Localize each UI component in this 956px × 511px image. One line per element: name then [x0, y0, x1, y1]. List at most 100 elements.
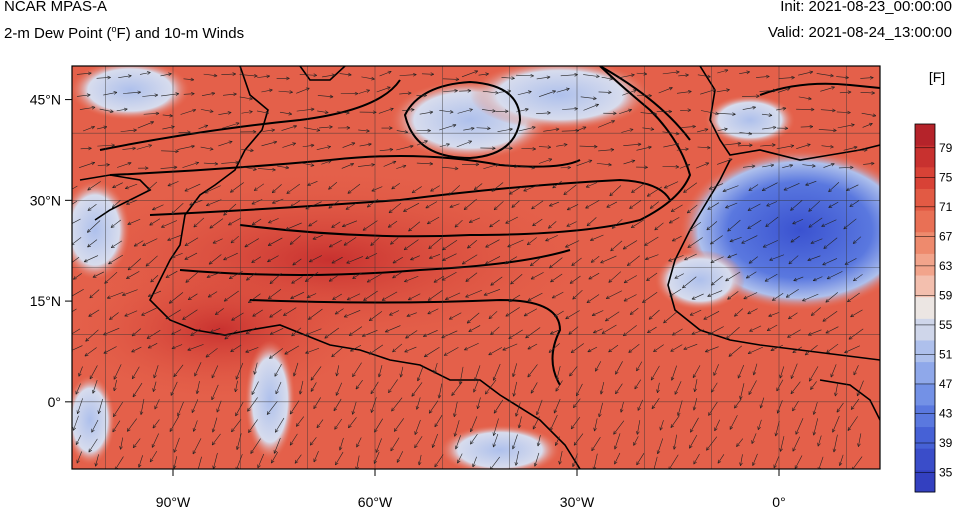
wind-arrow	[821, 219, 837, 227]
wind-arrow	[689, 309, 702, 316]
wind-arrow	[674, 273, 684, 279]
wind-arrow	[538, 158, 553, 164]
wind-arrow	[570, 343, 584, 353]
wind-arrow	[97, 163, 110, 167]
wind-arrow	[751, 433, 757, 444]
wind-arrow	[555, 366, 561, 381]
wind-arrow	[554, 436, 560, 446]
wind-arrow	[290, 200, 301, 208]
wind-arrow	[235, 401, 244, 417]
wind-arrow	[650, 365, 660, 381]
wind-arrow	[308, 255, 322, 263]
wind-arrow	[600, 255, 617, 264]
wind-arrow	[555, 380, 563, 392]
wind-arrow	[822, 258, 838, 266]
wind-arrow	[693, 379, 698, 392]
wind-arrow	[653, 344, 664, 353]
product-title-prefix: 2-m Dew Point (	[4, 25, 112, 42]
wind-arrow	[570, 416, 581, 430]
wind-arrow	[663, 311, 678, 324]
wind-arrow	[151, 433, 159, 448]
wind-arrow	[239, 74, 258, 78]
wind-arrow	[76, 71, 92, 76]
wind-arrow	[72, 288, 84, 297]
wind-arrow	[75, 383, 81, 395]
wind-arrow	[352, 272, 362, 279]
wind-arrow	[656, 382, 660, 394]
wind-arrow	[218, 140, 233, 147]
wind-arrow	[442, 77, 460, 82]
wind-arrow	[495, 109, 509, 114]
wind-arrow	[821, 144, 834, 149]
wind-arrow	[284, 345, 300, 355]
wind-arrow	[586, 217, 597, 227]
wind-arrow	[646, 186, 663, 197]
wind-arrow	[614, 452, 621, 465]
wind-arrow	[177, 401, 184, 417]
wind-arrow	[739, 383, 745, 400]
wind-arrow	[211, 365, 219, 379]
wind-arrow	[415, 397, 421, 410]
wind-arrow	[266, 401, 278, 415]
wind-arrow	[860, 91, 875, 95]
wind-arrow	[583, 74, 600, 79]
wind-arrow	[336, 110, 350, 115]
wind-arrow	[482, 109, 496, 113]
wind-arrow	[177, 144, 195, 150]
wind-arrow	[772, 292, 784, 301]
wind-arrow	[78, 366, 83, 377]
wind-arrow	[406, 312, 417, 318]
wind-arrow	[857, 433, 862, 447]
wind-arrow	[443, 89, 458, 93]
wind-arrow	[317, 110, 329, 114]
wind-arrow	[173, 364, 184, 378]
wind-arrow	[247, 397, 258, 412]
wind-arrow	[527, 364, 538, 378]
wind-arrow	[112, 182, 123, 189]
wind-arrow	[378, 107, 394, 114]
wind-arrow	[492, 363, 501, 381]
wind-arrow	[340, 91, 359, 96]
wind-arrow	[778, 75, 795, 80]
wind-arrow	[170, 381, 178, 396]
wind-arrow	[331, 256, 343, 264]
wind-arrow	[88, 438, 98, 453]
wind-arrow	[526, 237, 537, 246]
wind-arrow	[679, 163, 691, 169]
wind-arrow	[244, 238, 259, 248]
wind-arrow	[94, 454, 99, 467]
wind-arrow	[256, 110, 269, 115]
wind-arrow	[627, 255, 640, 266]
wind-arrow	[215, 308, 224, 315]
wind-arrow	[628, 344, 640, 353]
wind-arrow	[672, 235, 682, 242]
wind-arrow	[239, 96, 253, 101]
wind-arrow	[334, 418, 343, 430]
wind-arrow	[536, 75, 551, 80]
colorbar-label: 51	[939, 347, 953, 361]
wind-arrow	[379, 70, 392, 77]
wind-arrow	[273, 437, 281, 454]
axis-ticks: 45°N 30°N 15°N 0° 90°W 60°W 30°W 0°	[30, 92, 786, 510]
lat-tick-label: 0°	[48, 394, 61, 410]
wind-arrow	[427, 290, 443, 301]
wind-arrow	[335, 451, 344, 466]
wind-arrow	[689, 434, 698, 449]
wind-arrow	[160, 72, 172, 77]
wind-arrow	[119, 437, 124, 450]
wind-arrow	[852, 236, 862, 244]
wind-arrow	[192, 420, 198, 432]
wind-arrow	[99, 108, 114, 113]
wind-arrow	[550, 273, 563, 283]
wind-arrow	[598, 120, 615, 128]
wind-arrow	[391, 182, 401, 190]
wind-arrow	[262, 128, 275, 133]
wind-arrow	[390, 437, 400, 452]
wind-arrow	[860, 76, 874, 80]
wind-arrow	[212, 238, 223, 244]
wind-arrow	[834, 383, 838, 397]
wind-arrow	[734, 398, 742, 409]
wind-arrow	[253, 183, 265, 191]
wind-arrow	[461, 162, 480, 167]
wind-arrow	[634, 379, 642, 390]
